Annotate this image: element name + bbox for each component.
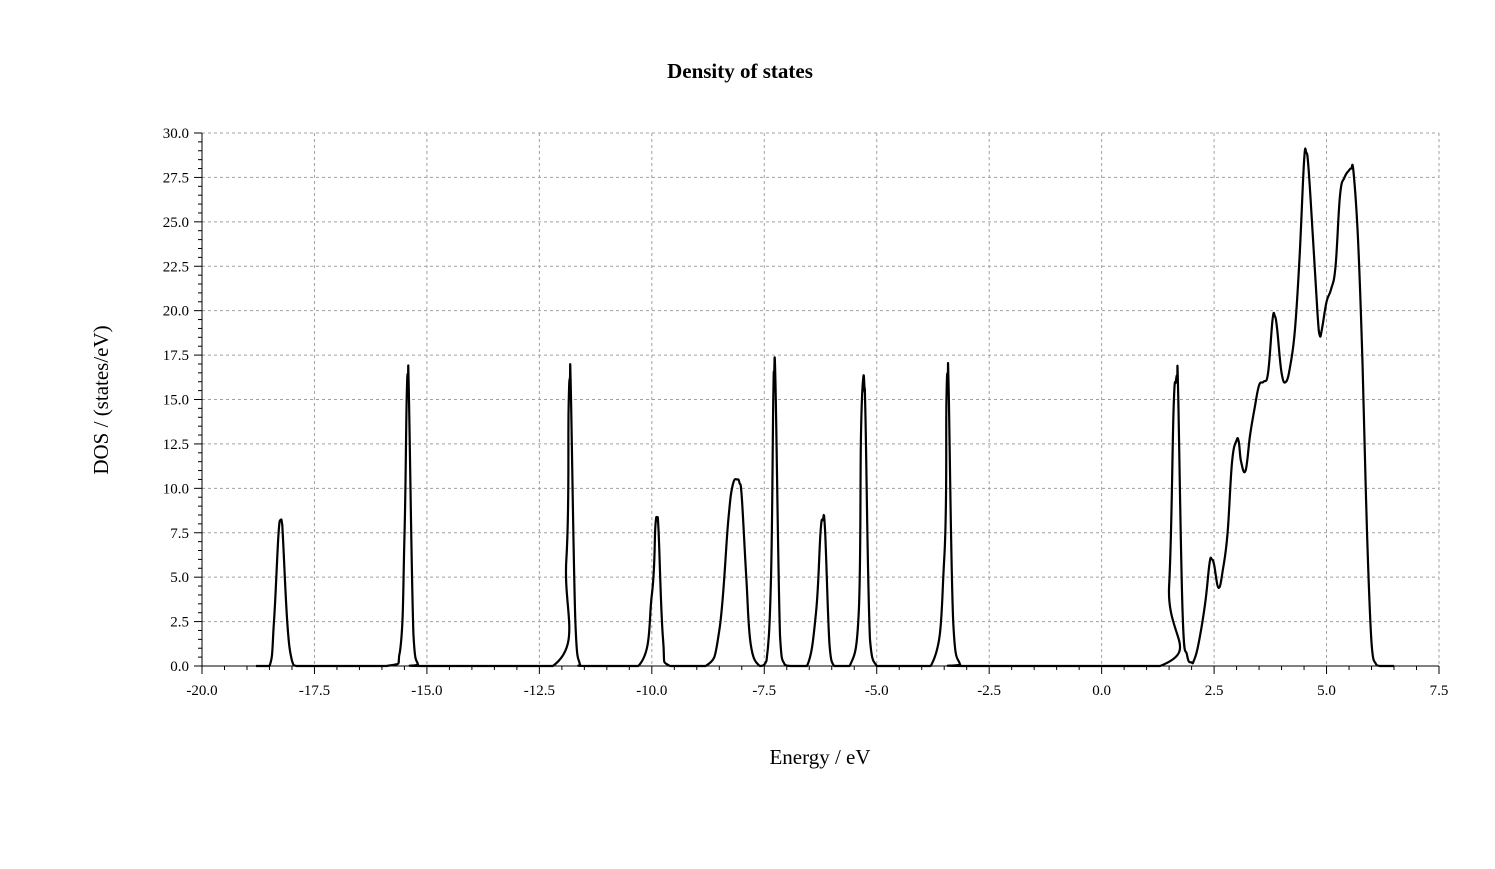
y-tick-label: 25.0 <box>163 215 189 231</box>
x-tick-label: 5.0 <box>1317 683 1336 699</box>
y-tick-label: 30.0 <box>163 126 189 142</box>
x-tick-label: -5.0 <box>865 683 889 699</box>
series-lines <box>255 147 1395 668</box>
y-tick-label: 7.5 <box>170 526 189 542</box>
y-tick-label: 12.5 <box>163 437 189 453</box>
y-tick-label: 22.5 <box>163 259 189 275</box>
x-tick-label: -2.5 <box>977 683 1001 699</box>
y-tick-label: 20.0 <box>163 304 189 320</box>
chart-title: Density of states <box>667 59 813 83</box>
x-tick-label: -7.5 <box>752 683 776 699</box>
y-tick-label: 5.0 <box>170 570 189 586</box>
x-axis-title: Energy / eV <box>769 745 870 769</box>
y-tick-label: 15.0 <box>163 393 189 409</box>
x-tick-label: 7.5 <box>1430 683 1449 699</box>
x-tick-label: -12.5 <box>524 683 555 699</box>
x-tick-label: -15.0 <box>411 683 442 699</box>
x-tick-label: 0.0 <box>1092 683 1111 699</box>
y-axis-title: DOS / (states/eV) <box>89 325 113 474</box>
y-tick-label: 0.0 <box>170 659 189 675</box>
x-tick-labels: -20.0 -17.5 -15.0 -12.5 -10.0 -7.5 -5.0 -2.5 0.0… <box>186 683 1448 699</box>
tick-marks <box>194 132 1440 674</box>
y-tick-label: 17.5 <box>163 348 189 364</box>
x-tick-label: -10.0 <box>636 683 667 699</box>
y-tick-labels: 0.0 2.5 5.0 7.5 10.0 12.5 15.0 17.5 20.0 22.5 25.0… <box>163 126 189 675</box>
y-tick-label: 27.5 <box>163 170 189 186</box>
y-tick-label: 10.0 <box>163 481 189 497</box>
x-tick-label: -17.5 <box>299 683 330 699</box>
x-tick-label: 2.5 <box>1205 683 1224 699</box>
y-tick-label: 2.5 <box>170 615 189 631</box>
dos-series-line <box>255 147 1395 668</box>
x-tick-label: -20.0 <box>186 683 217 699</box>
grid-lines <box>202 132 1440 666</box>
